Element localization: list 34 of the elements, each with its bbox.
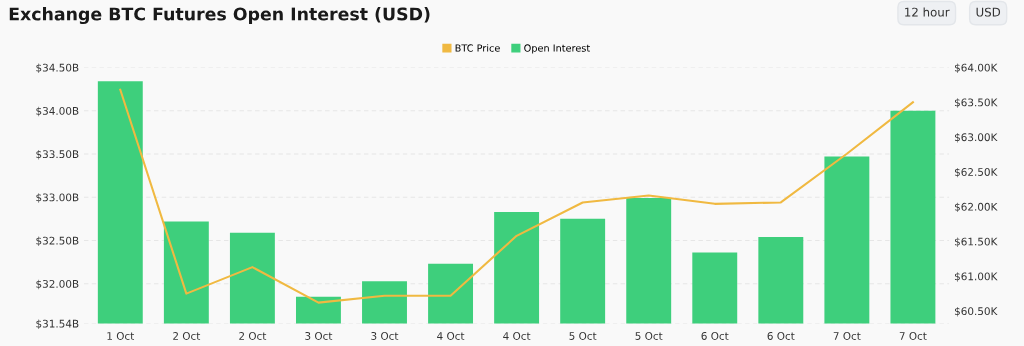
x-tick-label: 3 Oct <box>371 332 399 340</box>
y2-tick-label: $64.00K <box>954 63 998 73</box>
y-tick-label: $32.00B <box>36 279 79 290</box>
x-tick-label: 4 Oct <box>437 332 465 340</box>
x-tick-label: 7 Oct <box>899 332 927 340</box>
chart-title: Exchange BTC Futures Open Interest (USD) <box>9 7 430 25</box>
y-tick-label: $32.50B <box>36 236 79 246</box>
y-tick-label: $33.00B <box>36 193 79 203</box>
x-tick-label: 3 Oct <box>305 332 333 340</box>
x-tick-label: 4 Oct <box>503 332 531 340</box>
x-tick-label: 2 Oct <box>239 332 267 340</box>
legend-label: BTC Price <box>455 44 500 52</box>
y2-tick-label: $61.00K <box>954 272 998 282</box>
x-tick-label: 1 Oct <box>107 332 135 340</box>
legend-label: Open Interest <box>524 44 590 54</box>
x-tick-label: 6 Oct <box>701 332 729 340</box>
line-series <box>119 88 914 304</box>
y2-tick-label: $63.50K <box>954 98 998 108</box>
text: USD <box>976 7 1001 17</box>
y2-tick-label: $63.00K <box>954 133 998 143</box>
y-tick-label: $34.50B <box>36 63 79 73</box>
y-tick-label: $33.50B <box>36 150 79 160</box>
x-tick-label: 6 Oct <box>767 332 795 340</box>
y2-tick-label: $61.50K <box>954 237 998 247</box>
x-tick-label: 5 Oct <box>635 332 663 340</box>
y2-tick-label: $62.00K <box>954 202 998 213</box>
x-tick-label: 7 Oct <box>833 332 861 340</box>
y-tick-label: $31.54B <box>36 319 79 329</box>
y2-tick-label: $62.50K <box>954 167 998 178</box>
y2-tick-label: $60.50K <box>954 307 998 317</box>
x-tick-label: 5 Oct <box>569 332 597 340</box>
text: 12 hour <box>905 7 950 17</box>
x-tick-label: 2 Oct <box>173 332 201 340</box>
y-tick-label: $34.00B <box>36 106 79 117</box>
